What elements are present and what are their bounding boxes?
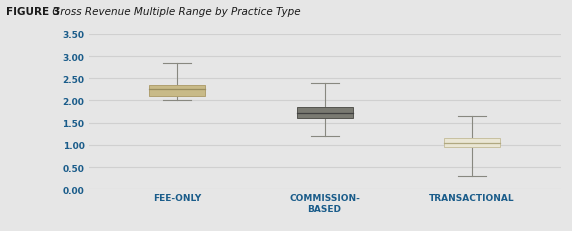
Bar [444,139,500,147]
Text: Gross Revenue Multiple Range by Practice Type: Gross Revenue Multiple Range by Practice… [49,7,300,17]
Bar [149,85,205,97]
Text: FIGURE 3: FIGURE 3 [6,7,59,17]
Bar [297,108,352,119]
